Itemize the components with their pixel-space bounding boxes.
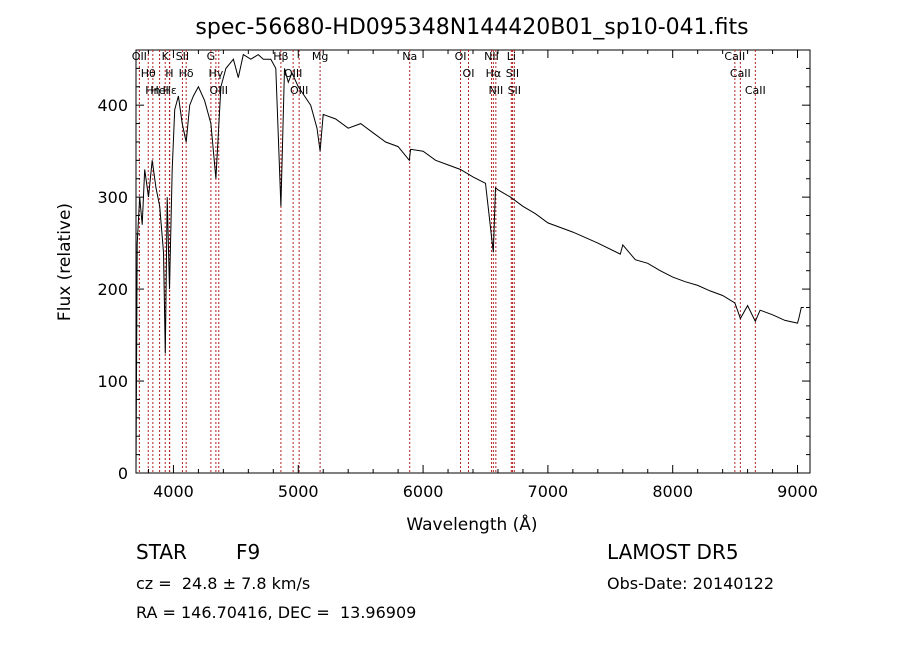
line-marker-label: Hθ — [141, 67, 156, 80]
plot-frame — [135, 49, 811, 474]
y-tick-label: 100 — [97, 372, 128, 391]
line-marker-label: H — [165, 67, 173, 80]
y-tick-label: 200 — [97, 280, 128, 299]
x-axis-ticks: 4000 5000 6000 7000 8000 9000 — [147, 50, 818, 501]
object-type: STAR — [136, 540, 187, 564]
observation-date: Obs-Date: 20140122 — [607, 574, 775, 593]
survey-name: LAMOST DR5 — [607, 540, 739, 564]
line-marker-label: SII — [176, 50, 189, 63]
line-marker-label: CaII — [724, 50, 745, 63]
x-axis-label: Wavelength (Å) — [406, 513, 537, 535]
line-marker-label: CaII — [730, 67, 751, 80]
y-tick-label: 0 — [118, 464, 128, 483]
line-marker-label: OI — [455, 50, 467, 63]
velocity-readout: cz = 24.8 ± 7.8 km/s — [136, 574, 311, 593]
x-tick-label: 5000 — [278, 482, 319, 501]
x-tick-label: 6000 — [403, 482, 444, 501]
line-marker-label: Li — [507, 50, 516, 63]
x-tick-label: 4000 — [153, 482, 194, 501]
line-marker-label: K — [162, 50, 170, 63]
line-marker-label: HeI — [150, 84, 168, 97]
y-axis-label: Flux (relative) — [55, 203, 75, 321]
line-marker-label: Hγ — [208, 67, 223, 80]
line-marker-label: CaII — [745, 84, 766, 97]
line-marker-label: Hα — [486, 67, 502, 80]
line-marker-label: SII — [506, 67, 519, 80]
chart-title: spec-56680-HD095348N144420B01_sp10-041.f… — [195, 15, 748, 40]
line-marker-label: OIII — [290, 84, 308, 97]
line-marker-label: NII — [488, 84, 503, 97]
line-marker-label: OIII — [284, 67, 302, 80]
spectrum-line — [135, 53, 804, 474]
line-marker-label: NII — [484, 50, 499, 63]
line-marker-label: Hδ — [179, 67, 194, 80]
coordinates-readout: RA = 146.70416, DEC = 13.96909 — [136, 603, 417, 622]
line-marker-label: Hβ — [273, 50, 288, 63]
line-marker-label: Hε — [163, 84, 177, 97]
y-tick-label: 400 — [97, 96, 128, 115]
line-marker-label: Mg — [312, 50, 328, 63]
line-marker-label: Na — [402, 50, 417, 63]
x-tick-label: 9000 — [777, 482, 818, 501]
x-tick-label: 8000 — [652, 482, 693, 501]
y-tick-label: 300 — [97, 188, 128, 207]
line-marker-label: OI — [463, 67, 475, 80]
line-marker-label: OIII — [210, 84, 228, 97]
line-marker-label: SII — [508, 84, 521, 97]
y-axis-ticks: 0 100 200 300 400 — [97, 67, 810, 483]
line-marker-label: OII — [132, 50, 147, 63]
x-tick-label: 7000 — [528, 482, 569, 501]
line-marker-label: G — [207, 50, 216, 63]
spectral-subclass: F9 — [236, 540, 261, 564]
line-markers — [138, 50, 756, 473]
line-marker-label: Hη — [145, 84, 160, 97]
